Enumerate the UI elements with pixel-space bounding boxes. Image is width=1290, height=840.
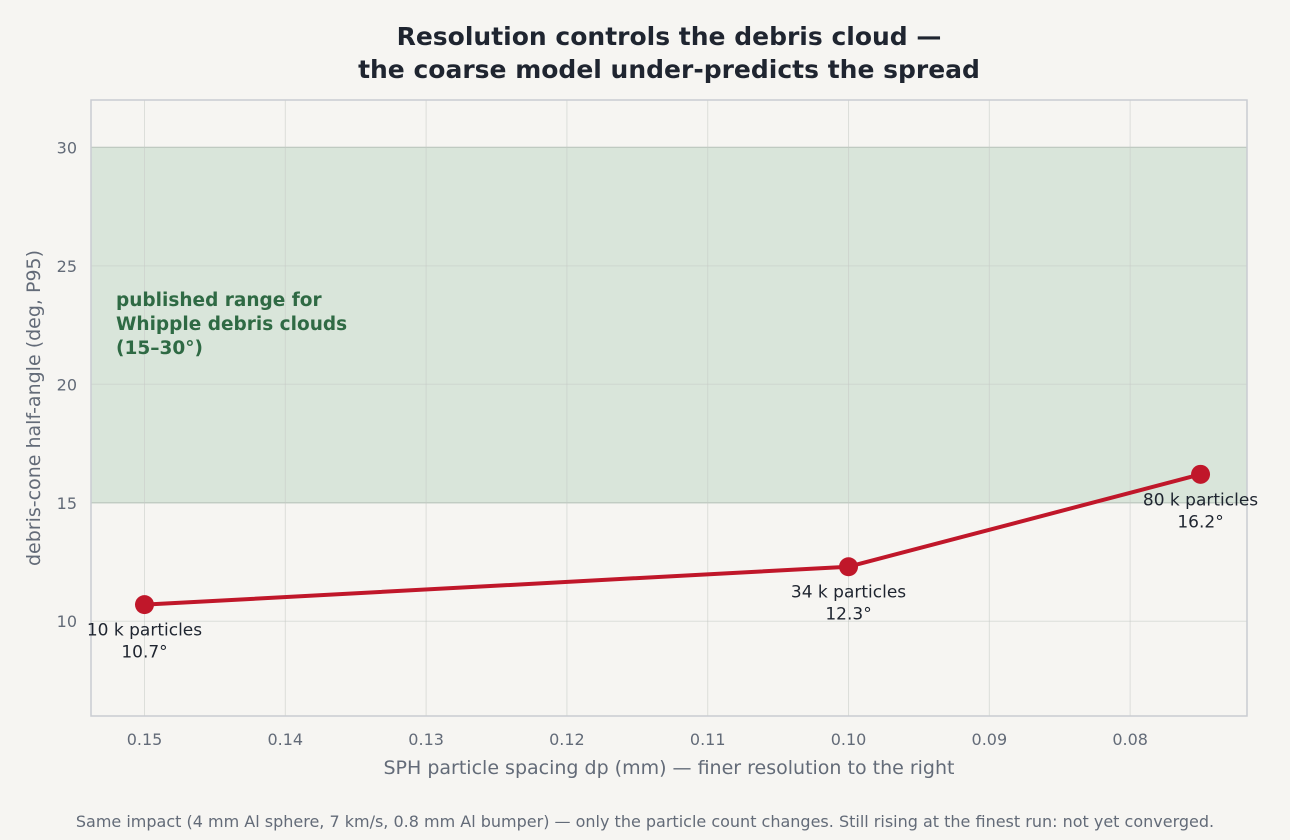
band-label-line: published range for bbox=[116, 290, 323, 311]
band-label-line: Whipple debris clouds bbox=[116, 314, 347, 335]
chart-title-line: the coarse model under-predicts the spre… bbox=[358, 55, 980, 84]
y-axis-label: debris-cone half-angle (deg, P95) bbox=[23, 250, 45, 566]
data-point bbox=[1191, 464, 1211, 484]
chart-title: Resolution controls the debris cloud — th… bbox=[358, 22, 980, 84]
band-label-layer: published range for Whipple debris clouds… bbox=[116, 290, 347, 359]
x-axis-label: SPH particle spacing dp (mm) — finer res… bbox=[384, 757, 955, 779]
reference-band-layer bbox=[91, 146, 1247, 504]
x-tick-label: 0.14 bbox=[267, 730, 303, 749]
x-tick-label: 0.15 bbox=[127, 730, 163, 749]
data-label: 10.7° bbox=[121, 643, 167, 663]
data-label: 80 k particles bbox=[1143, 490, 1258, 510]
data-label: 16.2° bbox=[1177, 512, 1223, 532]
x-tick-label: 0.09 bbox=[972, 730, 1008, 749]
x-tick-label: 0.11 bbox=[690, 730, 726, 749]
chart-title-line: Resolution controls the debris cloud — bbox=[397, 22, 942, 51]
footnote: Same impact (4 mm Al sphere, 7 km/s, 0.8… bbox=[76, 812, 1214, 831]
y-tick-label: 15 bbox=[57, 494, 77, 513]
reference-band bbox=[91, 147, 1247, 503]
y-tick-label: 20 bbox=[57, 375, 77, 394]
x-tick-label: 0.13 bbox=[408, 730, 444, 749]
x-tick-label: 0.12 bbox=[549, 730, 585, 749]
data-label: 34 k particles bbox=[791, 583, 906, 603]
y-tick-label: 25 bbox=[57, 257, 77, 276]
band-label-line: (15–30°) bbox=[116, 338, 203, 359]
y-tick-label: 30 bbox=[57, 138, 77, 157]
tick-label-layer: 0.15 0.14 0.13 0.12 0.11 0.10 0.09 0.08 10 15 20 25… bbox=[57, 138, 1148, 749]
x-tick-label: 0.10 bbox=[831, 730, 867, 749]
plot-frame bbox=[90, 99, 1248, 717]
data-point bbox=[135, 595, 155, 615]
y-tick-label: 10 bbox=[57, 612, 77, 631]
data-label: 12.3° bbox=[825, 605, 871, 625]
x-tick-label: 0.08 bbox=[1112, 730, 1148, 749]
data-point bbox=[839, 557, 859, 577]
data-label: 10 k particles bbox=[87, 621, 202, 641]
grid-layer bbox=[91, 100, 1247, 716]
